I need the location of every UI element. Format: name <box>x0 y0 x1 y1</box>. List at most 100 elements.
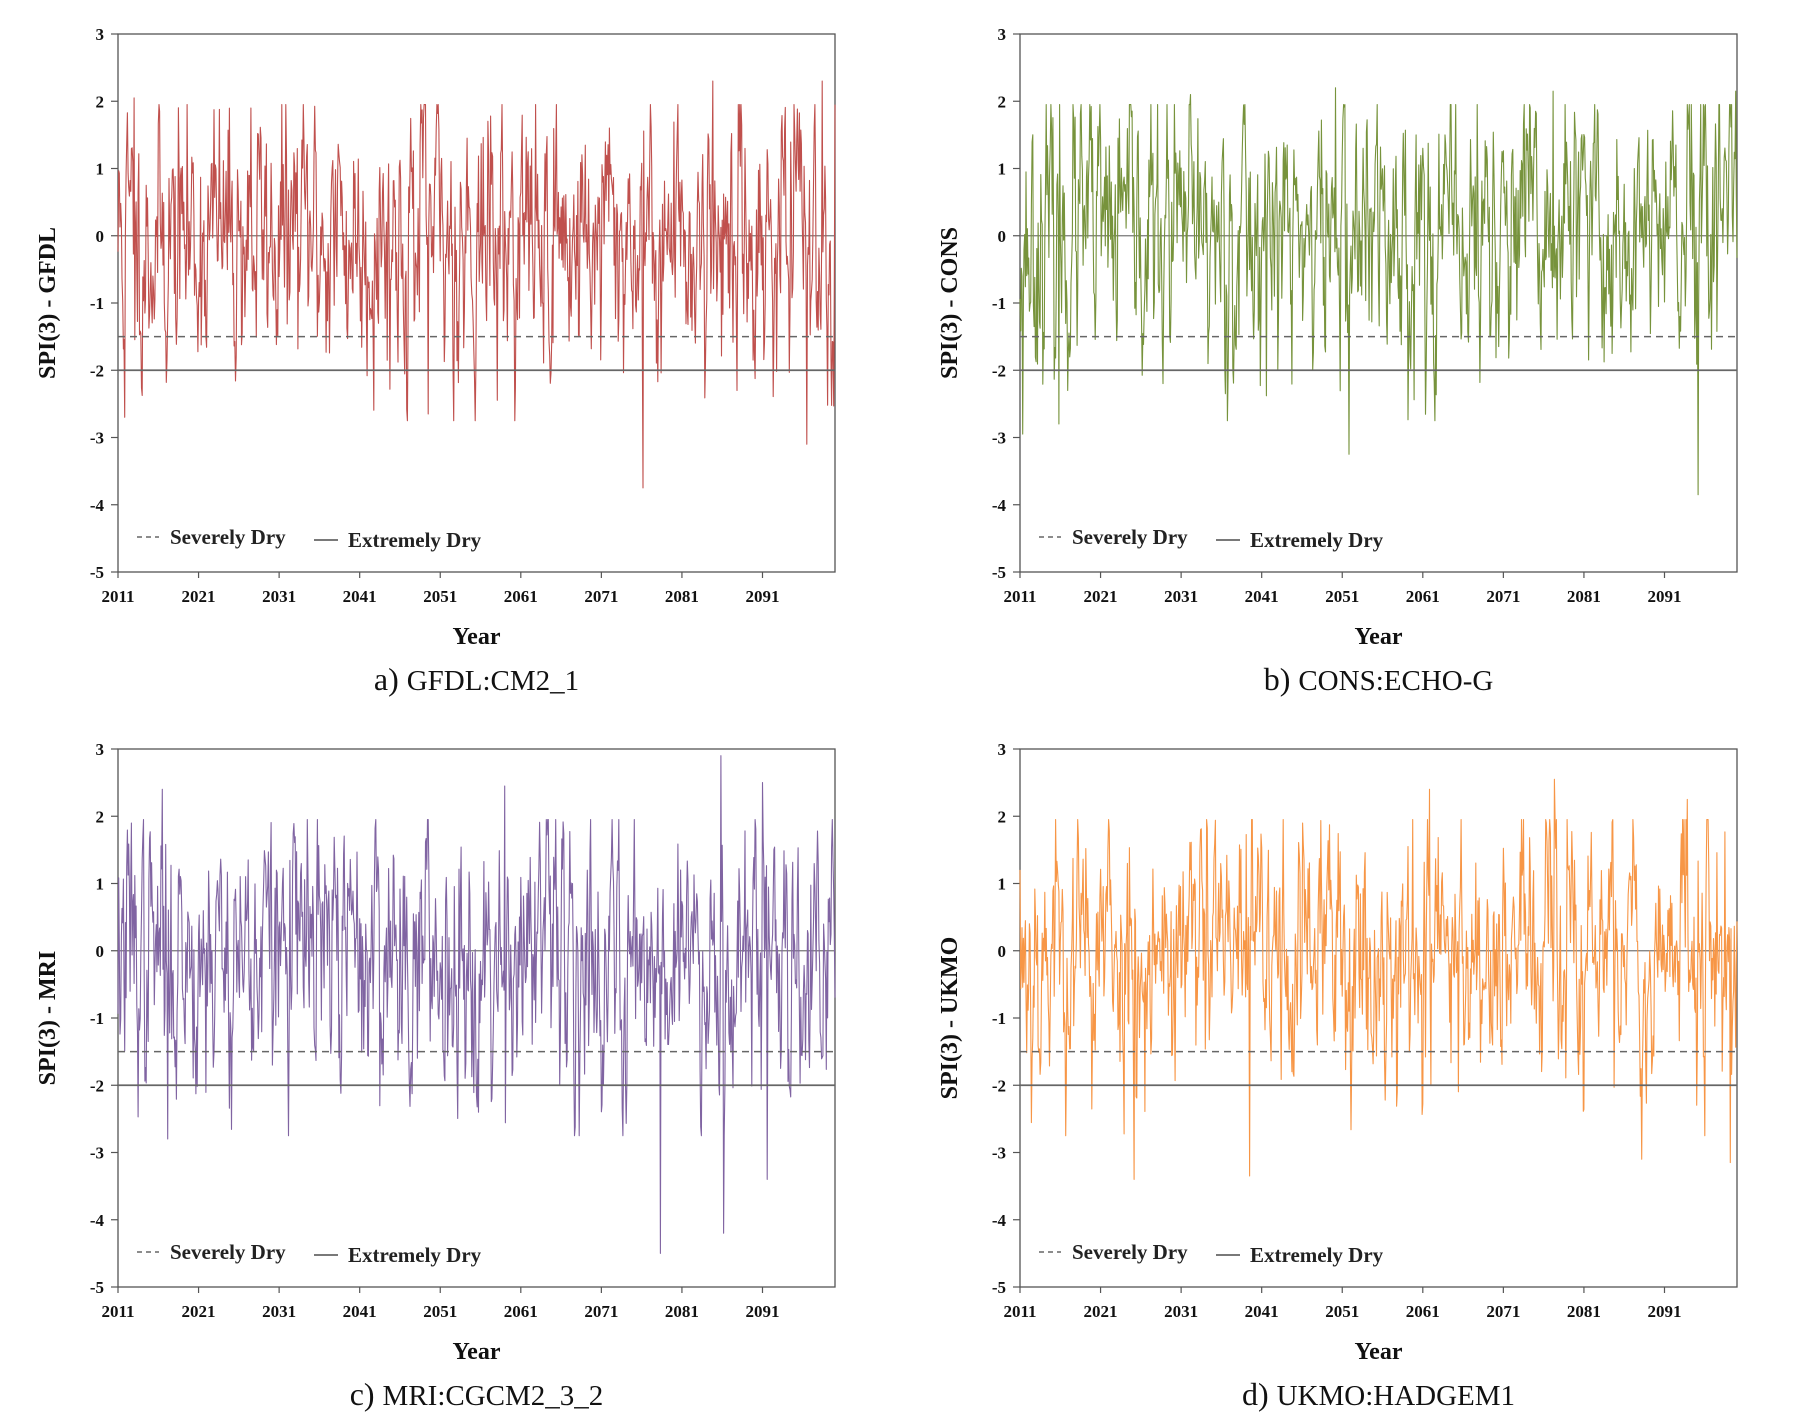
chart-panel-ukmo: 3 2 1 0 -1 -2 -3 -4 -5 2011 2021 2031 2041 2051 2061 20… <box>902 715 1782 1415</box>
legend: Severely Dry Extremely Dry <box>137 525 482 552</box>
y-tick-label: 1 <box>96 160 105 179</box>
y-axis-title: SPI(3) - MRI <box>35 951 61 1086</box>
legend-extremely-dry-label: Extremely Dry <box>348 1243 482 1267</box>
y-tick-label: 1 <box>998 160 1007 179</box>
spi-series-line <box>117 755 836 1254</box>
caption-model-name: MRI:CGCM2_3_2 <box>383 1380 604 1412</box>
caption-letter: b) <box>1264 661 1299 697</box>
legend-extremely-dry-label: Extremely Dry <box>1250 1243 1384 1267</box>
spi-chart-svg: 3 2 1 0 -1 -2 -3 -4 -5 2011 2021 2031 2041 2051 2061 20… <box>937 740 1738 1412</box>
x-tick-label: 2081 <box>665 587 699 606</box>
legend: Severely Dry Extremely Dry <box>1039 1240 1384 1267</box>
spi-series-line <box>117 80 836 489</box>
legend-severely-dry-label: Severely Dry <box>1072 1240 1188 1264</box>
x-tick-label: 2041 <box>1245 1302 1279 1321</box>
x-tick-label: 2041 <box>343 587 377 606</box>
y-tick-label: 2 <box>998 92 1007 111</box>
x-tick-label: 2071 <box>1486 1302 1520 1321</box>
spi-series-line <box>1019 778 1738 1180</box>
x-tick-label: 2091 <box>745 1302 779 1321</box>
legend-severely-dry-label: Severely Dry <box>170 525 286 549</box>
y-tick-label: -5 <box>90 1278 104 1297</box>
plot-frame <box>117 748 836 1288</box>
y-tick-label: 0 <box>96 942 105 961</box>
x-tick-label: 2021 <box>1084 1302 1118 1321</box>
x-tick-label: 2071 <box>1486 587 1520 606</box>
x-tick-label: 2021 <box>1084 587 1118 606</box>
y-tick-label: -5 <box>992 1278 1006 1297</box>
x-tick-label: 2011 <box>1003 587 1036 606</box>
y-tick-label: -5 <box>992 563 1006 582</box>
legend-severely-dry-label: Severely Dry <box>1072 525 1188 549</box>
x-tick-label: 2041 <box>343 1302 377 1321</box>
y-tick-label: 0 <box>96 227 105 246</box>
y-tick-label: -1 <box>90 294 104 313</box>
y-tick-label: 3 <box>96 25 105 44</box>
y-tick-label: -1 <box>90 1009 104 1028</box>
y-tick-label: 2 <box>96 807 105 826</box>
x-tick-label: 2011 <box>1003 1302 1036 1321</box>
y-tick-label: 2 <box>998 807 1007 826</box>
x-tick-label: 2031 <box>262 1302 296 1321</box>
panel-caption: a) GFDL:CM2_1 <box>374 661 579 697</box>
y-tick-label: -3 <box>90 1144 104 1163</box>
x-tick-label: 2061 <box>1406 587 1440 606</box>
chart-panel-cons: 3 2 1 0 -1 -2 -3 -4 -5 2011 2021 2031 2041 2051 2061 20… <box>902 0 1782 700</box>
y-tick-label: -3 <box>90 429 104 448</box>
x-tick-label: 2091 <box>1647 587 1681 606</box>
y-tick-label: 3 <box>998 25 1007 44</box>
caption-model-name: UKMO:HADGEM1 <box>1277 1380 1515 1412</box>
x-tick-label: 2011 <box>101 587 134 606</box>
x-tick-label: 2061 <box>504 1302 538 1321</box>
x-tick-label: 2051 <box>1325 1302 1359 1321</box>
legend-extremely-dry-label: Extremely Dry <box>348 528 482 552</box>
x-tick-label: 2021 <box>182 587 216 606</box>
y-tick-label: -2 <box>992 1076 1006 1095</box>
x-axis-title: Year <box>453 624 501 650</box>
y-tick-label: -1 <box>992 294 1006 313</box>
y-tick-label: -2 <box>90 361 104 380</box>
x-tick-label: 2091 <box>745 587 779 606</box>
x-tick-label: 2031 <box>262 587 296 606</box>
y-tick-label: 3 <box>96 740 105 759</box>
x-axis-title: Year <box>1355 1339 1403 1365</box>
legend: Severely Dry Extremely Dry <box>1039 525 1384 552</box>
spi-chart-svg: 3 2 1 0 -1 -2 -3 -4 -5 2011 2021 2031 2041 2051 2061 20… <box>937 25 1738 697</box>
caption-model-name: CONS:ECHO-G <box>1298 665 1493 697</box>
y-tick-label: 1 <box>998 875 1007 894</box>
legend-extremely-dry-label: Extremely Dry <box>1250 528 1384 552</box>
x-axis-title: Year <box>453 1339 501 1365</box>
y-tick-label: -4 <box>992 1211 1007 1230</box>
x-tick-label: 2021 <box>182 1302 216 1321</box>
legend: Severely Dry Extremely Dry <box>137 1240 482 1267</box>
y-tick-label: -4 <box>90 1211 105 1230</box>
y-tick-label: -1 <box>992 1009 1006 1028</box>
panel-caption: d) UKMO:HADGEM1 <box>1242 1376 1515 1412</box>
x-tick-label: 2041 <box>1245 587 1279 606</box>
caption-letter: c) <box>350 1376 383 1412</box>
x-tick-label: 2071 <box>584 587 618 606</box>
y-tick-label: -2 <box>992 361 1006 380</box>
spi-series-line <box>1019 87 1738 496</box>
x-tick-label: 2061 <box>504 587 538 606</box>
y-axis-title: SPI(3) - GFDL <box>35 227 61 379</box>
y-tick-label: -3 <box>992 1144 1006 1163</box>
x-tick-label: 2081 <box>1567 587 1601 606</box>
x-tick-label: 2061 <box>1406 1302 1440 1321</box>
y-tick-label: 0 <box>998 942 1007 961</box>
caption-model-name: GFDL:CM2_1 <box>407 665 579 697</box>
x-tick-label: 2051 <box>1325 587 1359 606</box>
x-axis-title: Year <box>1355 624 1403 650</box>
x-tick-label: 2051 <box>423 587 457 606</box>
x-tick-label: 2031 <box>1164 587 1198 606</box>
spi-chart-svg: 3 2 1 0 -1 -2 -3 -4 -5 2011 2021 2031 2041 2051 2061 20… <box>35 25 836 697</box>
y-tick-label: 3 <box>998 740 1007 759</box>
spi-chart-svg: 3 2 1 0 -1 -2 -3 -4 -5 2011 2021 2031 2041 2051 2061 20… <box>35 740 836 1412</box>
y-tick-label: -5 <box>90 563 104 582</box>
x-tick-label: 2081 <box>665 1302 699 1321</box>
x-tick-label: 2091 <box>1647 1302 1681 1321</box>
y-tick-label: -3 <box>992 429 1006 448</box>
y-tick-label: 2 <box>96 92 105 111</box>
x-tick-label: 2071 <box>584 1302 618 1321</box>
chart-panel-mri: 3 2 1 0 -1 -2 -3 -4 -5 2011 2021 2031 2041 2051 2061 20… <box>0 715 880 1415</box>
